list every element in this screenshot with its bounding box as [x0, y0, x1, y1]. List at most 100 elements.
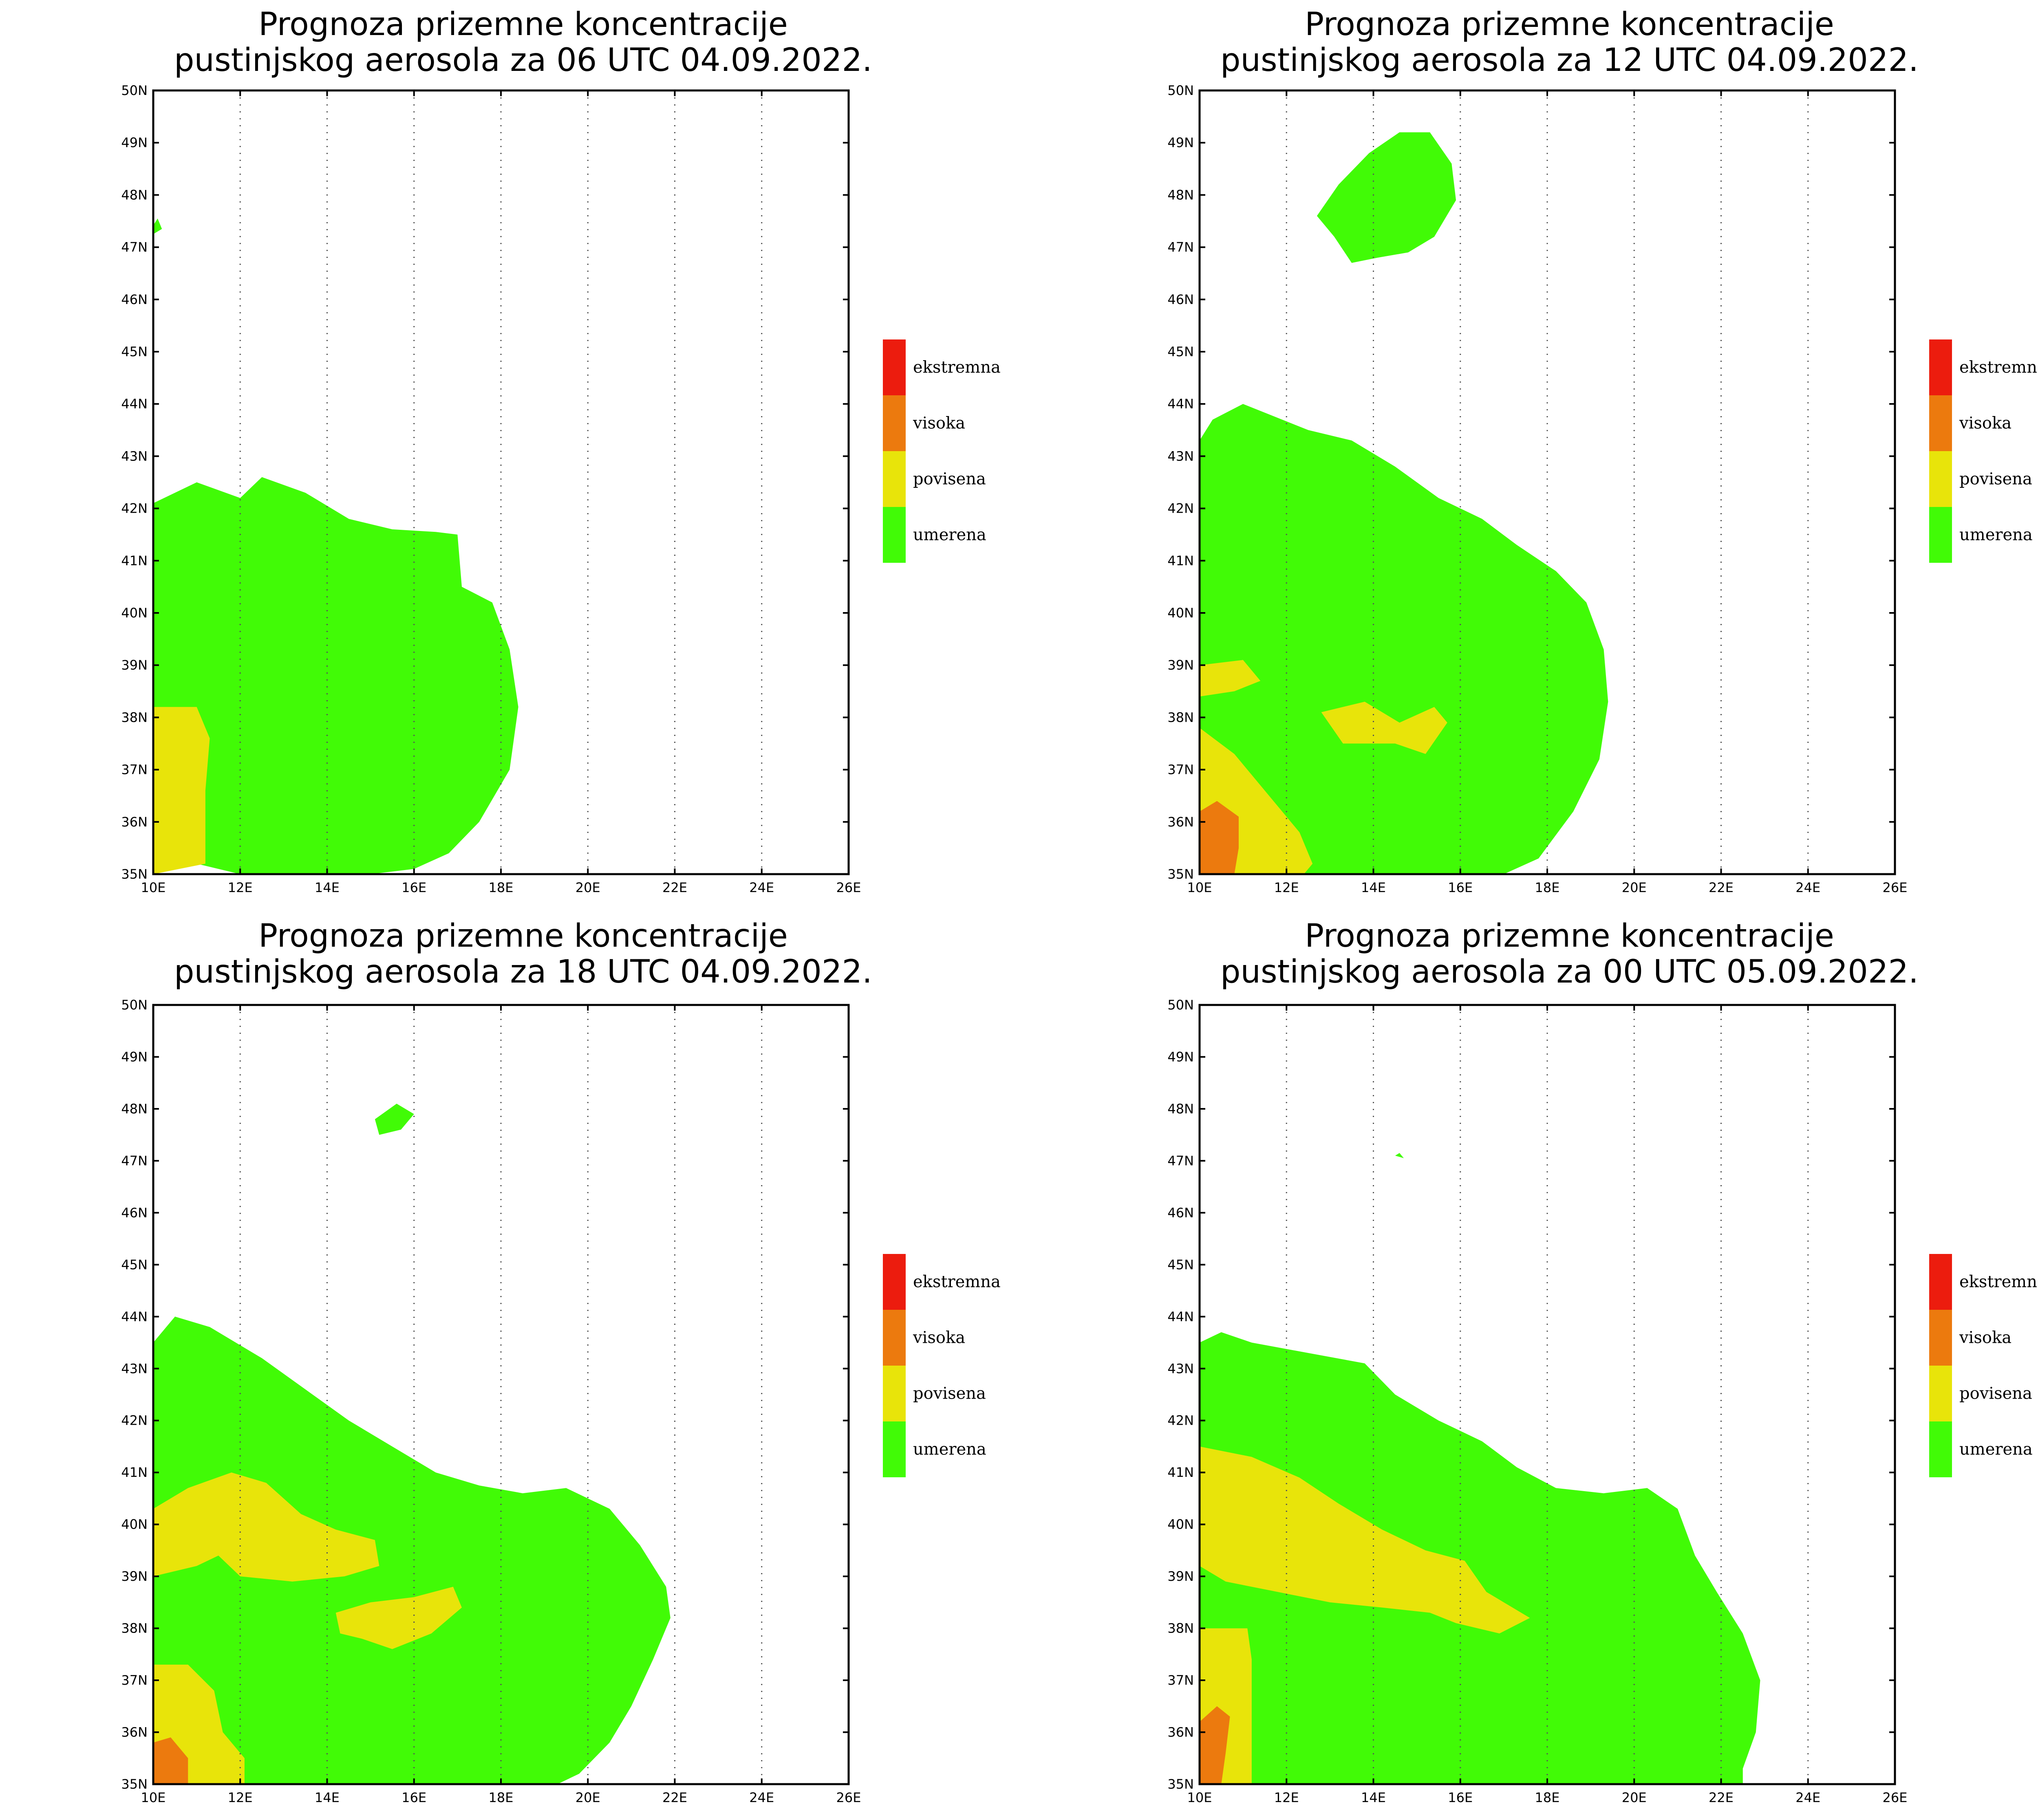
- legend: ekstremna visoka povisena umerena: [883, 1254, 1001, 1477]
- lat-tick-label: 39N: [1167, 1569, 1194, 1584]
- lon-tick-label: 22E: [662, 880, 687, 895]
- title-line-2: pustinjskog aerosola za 12 UTC 04.09.202…: [1220, 42, 1919, 79]
- lat-tick-label: 46N: [121, 1205, 148, 1221]
- lat-tick-label: 48N: [121, 187, 148, 203]
- lat-tick-label: 37N: [121, 762, 148, 778]
- aerosol-region-umerena: [1200, 1332, 1760, 1784]
- aerosol-region-visoka: [153, 1737, 188, 1784]
- lon-tick-label: 20E: [1622, 1790, 1647, 1805]
- legend-swatch-ekstremna: [1929, 339, 1952, 395]
- lat-tick-label: 48N: [121, 1101, 148, 1117]
- title-line-1: Prognoza prizemne koncentracije: [1305, 918, 1834, 954]
- aerosol-region-povisena: [153, 707, 210, 874]
- lat-tick-label: 35N: [121, 866, 148, 882]
- legend-label-povisena: povisena: [913, 470, 986, 489]
- aerosol-region-povisena: [1200, 660, 1261, 697]
- legend-label-ekstremna: ekstremna: [1959, 1273, 2038, 1291]
- lon-tick-label: 10E: [141, 880, 166, 895]
- legend-label-povisena: povisena: [1959, 470, 2032, 489]
- forecast-map: 10E 12E 14E 16E 18E 20E 22E 24E 26E 35N 36N 37N 38N 3…: [1167, 997, 2038, 1805]
- legend-swatch-visoka: [1929, 395, 1952, 451]
- legend-label-visoka: visoka: [1959, 414, 2012, 433]
- legend: ekstremna visoka povisena umerena: [883, 339, 1001, 563]
- lat-tick-label: 45N: [1167, 344, 1194, 359]
- lon-tick-label: 14E: [315, 1790, 340, 1805]
- lat-tick-label: 38N: [121, 1621, 148, 1636]
- lat-tick-label: 47N: [121, 240, 148, 255]
- lat-tick-label: 37N: [1167, 1672, 1194, 1688]
- legend-swatch-povisena: [1929, 451, 1952, 507]
- lon-tick-label: 12E: [1274, 880, 1299, 895]
- forecast-map: 10E 12E 14E 16E 18E 20E 22E 24E 26E 35N 36N 37N 38N 3…: [121, 83, 1001, 895]
- lon-tick-label: 20E: [576, 880, 600, 895]
- lat-tick-label: 47N: [1167, 240, 1194, 255]
- lat-tick-label: 36N: [1167, 814, 1194, 830]
- aerosol-region-umerena: [1317, 132, 1456, 263]
- lon-tick-label: 26E: [836, 880, 861, 895]
- legend: ekstremna visoka povisena umerena: [1929, 339, 2038, 563]
- legend-swatch-ekstremna: [883, 339, 906, 395]
- lat-tick-label: 49N: [1167, 1049, 1194, 1064]
- lon-tick-label: 16E: [401, 1790, 426, 1805]
- lat-tick-label: 46N: [121, 292, 148, 307]
- lat-tick-label: 36N: [1167, 1725, 1194, 1740]
- aerosol-region-povisena: [335, 1586, 462, 1649]
- lat-tick-label: 50N: [121, 997, 148, 1013]
- lat-tick-label: 46N: [1167, 292, 1194, 307]
- lat-tick-label: 40N: [121, 605, 148, 621]
- aerosol-region-umerena: [153, 1316, 671, 1784]
- lat-tick-label: 41N: [1167, 553, 1194, 568]
- lat-tick-label: 49N: [121, 1049, 148, 1064]
- lat-tick-label: 38N: [121, 709, 148, 725]
- lat-tick-label: 39N: [121, 657, 148, 673]
- legend-label-visoka: visoka: [913, 1329, 965, 1347]
- aerosol-region-visoka: [1200, 1706, 1230, 1784]
- lon-tick-label: 18E: [489, 1790, 514, 1805]
- lat-tick-label: 45N: [121, 344, 148, 359]
- title-line-1: Prognoza prizemne koncentracije: [258, 918, 788, 954]
- lat-tick-label: 37N: [1167, 762, 1194, 778]
- title-line-2: pustinjskog aerosola za 06 UTC 04.09.202…: [174, 42, 872, 79]
- lat-tick-label: 48N: [1167, 1101, 1194, 1117]
- aerosol-region-umerena: [153, 477, 518, 874]
- aerosol-region-povisena: [1321, 701, 1447, 754]
- lat-tick-label: 43N: [1167, 448, 1194, 464]
- lon-tick-label: 16E: [1448, 1790, 1473, 1805]
- legend-swatch-umerena: [883, 507, 906, 563]
- legend-swatch-visoka: [883, 1310, 906, 1366]
- legend-swatch-visoka: [1929, 1310, 1952, 1366]
- legend-label-ekstremna: ekstremna: [1959, 358, 2038, 377]
- lon-tick-label: 24E: [749, 1790, 774, 1805]
- lat-tick-label: 41N: [1167, 1465, 1194, 1480]
- legend-swatch-umerena: [883, 1421, 906, 1477]
- lon-tick-label: 18E: [1535, 880, 1560, 895]
- legend-swatch-ekstremna: [1929, 1254, 1952, 1310]
- lon-tick-label: 24E: [749, 880, 774, 895]
- lat-tick-label: 42N: [121, 1413, 148, 1428]
- lon-tick-label: 18E: [1535, 1790, 1560, 1805]
- title-line-2: pustinjskog aerosola za 18 UTC 04.09.202…: [174, 954, 872, 990]
- lat-tick-label: 35N: [1167, 1776, 1194, 1792]
- forecast-panel-1200: Prognoza prizemne koncentracije pustinjs…: [1046, 0, 2038, 910]
- lon-tick-label: 14E: [315, 880, 340, 895]
- aerosol-region-umerena: [1200, 404, 1608, 874]
- title-line-2: pustinjskog aerosola za 00 UTC 05.09.202…: [1220, 954, 1919, 990]
- panel-title: Prognoza prizemne koncentracije pustinjs…: [0, 918, 1046, 990]
- lon-tick-label: 26E: [836, 1790, 861, 1805]
- lon-tick-label: 14E: [1361, 1790, 1386, 1805]
- legend-swatch-povisena: [883, 1366, 906, 1421]
- forecast-panel-1800: Prognoza prizemne koncentracije pustinjs…: [0, 910, 1046, 1820]
- lat-tick-label: 43N: [1167, 1361, 1194, 1376]
- lat-tick-label: 50N: [121, 83, 148, 98]
- panel-title: Prognoza prizemne koncentracije pustinjs…: [1046, 918, 2038, 990]
- lat-tick-label: 41N: [121, 553, 148, 568]
- lon-tick-label: 12E: [228, 1790, 253, 1805]
- lon-tick-label: 24E: [1795, 1790, 1820, 1805]
- lat-tick-label: 49N: [1167, 135, 1194, 150]
- lat-tick-label: 49N: [121, 135, 148, 150]
- legend-swatch-umerena: [1929, 1421, 1952, 1477]
- lon-tick-label: 10E: [141, 1790, 166, 1805]
- legend-label-visoka: visoka: [1959, 1329, 2012, 1347]
- legend-label-umerena: umerena: [913, 526, 986, 544]
- lon-tick-label: 24E: [1795, 880, 1820, 895]
